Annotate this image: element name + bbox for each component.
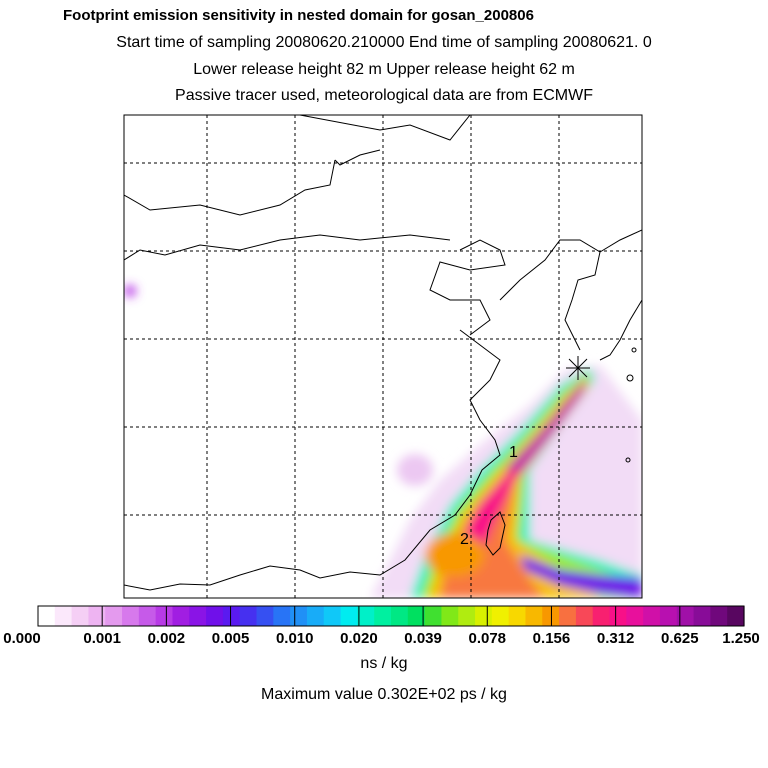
colorbar-tick-label: 0.078 bbox=[468, 630, 507, 647]
colorbar-tick-label: 0.000 bbox=[3, 630, 41, 647]
colorbar-swatch bbox=[374, 606, 392, 626]
marker-1: 1 bbox=[509, 444, 518, 461]
receptor-star bbox=[566, 356, 590, 380]
colorbar-swatch bbox=[155, 606, 174, 626]
colorbar-swatch bbox=[458, 606, 476, 626]
colorbar-swatch bbox=[441, 606, 459, 626]
colorbar-swatch bbox=[626, 606, 644, 626]
maximum-value: Maximum value 0.302E+02 ps / kg bbox=[261, 686, 507, 703]
colorbar-swatch bbox=[54, 606, 73, 626]
colorbar-swatch bbox=[71, 606, 90, 626]
colorbar-swatch bbox=[105, 606, 123, 626]
colorbar-swatch bbox=[391, 606, 409, 626]
colorbar-swatch bbox=[491, 606, 510, 626]
colorbar-swatch bbox=[38, 606, 56, 626]
colorbar-swatch bbox=[424, 606, 443, 626]
colorbar-tick-label: 1.250 bbox=[722, 630, 760, 647]
marker-2: 2 bbox=[460, 531, 469, 548]
colorbar-swatch bbox=[508, 606, 527, 626]
colorbar-swatch bbox=[592, 606, 611, 626]
colorbar-swatch bbox=[676, 606, 695, 626]
colorbar-swatch bbox=[138, 606, 157, 626]
colorbar-tick-label: 0.020 bbox=[340, 630, 378, 647]
colorbar-swatch bbox=[559, 606, 577, 626]
colorbar bbox=[37, 605, 745, 627]
colorbar-swatch bbox=[172, 606, 190, 626]
colorbar-frame bbox=[37, 605, 745, 627]
colorbar-swatch bbox=[727, 606, 745, 626]
colorbar-swatch bbox=[643, 606, 661, 626]
colorbar-swatch bbox=[525, 606, 543, 626]
colorbar-swatch bbox=[290, 606, 308, 626]
colorbar-units: ns / kg bbox=[360, 655, 408, 672]
colorbar-swatch bbox=[357, 606, 375, 626]
colorbar-swatch bbox=[122, 606, 140, 626]
colorbar-swatch bbox=[323, 606, 342, 626]
colorbar-swatch bbox=[340, 606, 358, 626]
sampling-time-line: Start time of sampling 20080620.210000 E… bbox=[116, 34, 652, 51]
colorbar-swatch bbox=[575, 606, 594, 626]
colorbar-tick-label: 0.010 bbox=[275, 630, 314, 647]
colorbar-swatch bbox=[256, 606, 274, 626]
colorbar-tick-label: 0.002 bbox=[147, 630, 186, 647]
coastlines bbox=[124, 115, 642, 591]
tracer-info-line: Passive tracer used, meteorological data… bbox=[175, 87, 593, 104]
grid-lines bbox=[124, 115, 642, 598]
colorbar-tick-label: 0.625 bbox=[661, 630, 699, 647]
colorbar-tick-label: 0.001 bbox=[83, 630, 121, 647]
colorbar-swatch bbox=[306, 606, 325, 626]
colorbar-tick-label: 0.312 bbox=[596, 630, 635, 647]
release-height-line: Lower release height 82 m Upper release … bbox=[193, 61, 575, 78]
colorbar-tick-label: 0.005 bbox=[211, 630, 250, 647]
plot-title: Footprint emission sensitivity in nested… bbox=[63, 7, 534, 24]
colorbar-swatch bbox=[475, 606, 493, 626]
colorbar-swatch bbox=[273, 606, 291, 626]
colorbar-swatch bbox=[189, 606, 207, 626]
colorbar-swatch bbox=[710, 606, 728, 626]
colorbar-swatch bbox=[407, 606, 426, 626]
colorbar-swatch bbox=[609, 606, 627, 626]
map-frame bbox=[123, 114, 643, 599]
colorbar-swatch bbox=[88, 606, 106, 626]
colorbar-swatch bbox=[222, 606, 241, 626]
colorbar-swatch bbox=[659, 606, 678, 626]
colorbar-swatch bbox=[206, 606, 224, 626]
colorbar-swatch bbox=[239, 606, 258, 626]
colorbar-tick-label: 0.156 bbox=[532, 630, 571, 647]
colorbar-swatch bbox=[693, 606, 711, 626]
colorbar-tick-label: 0.039 bbox=[404, 630, 442, 647]
